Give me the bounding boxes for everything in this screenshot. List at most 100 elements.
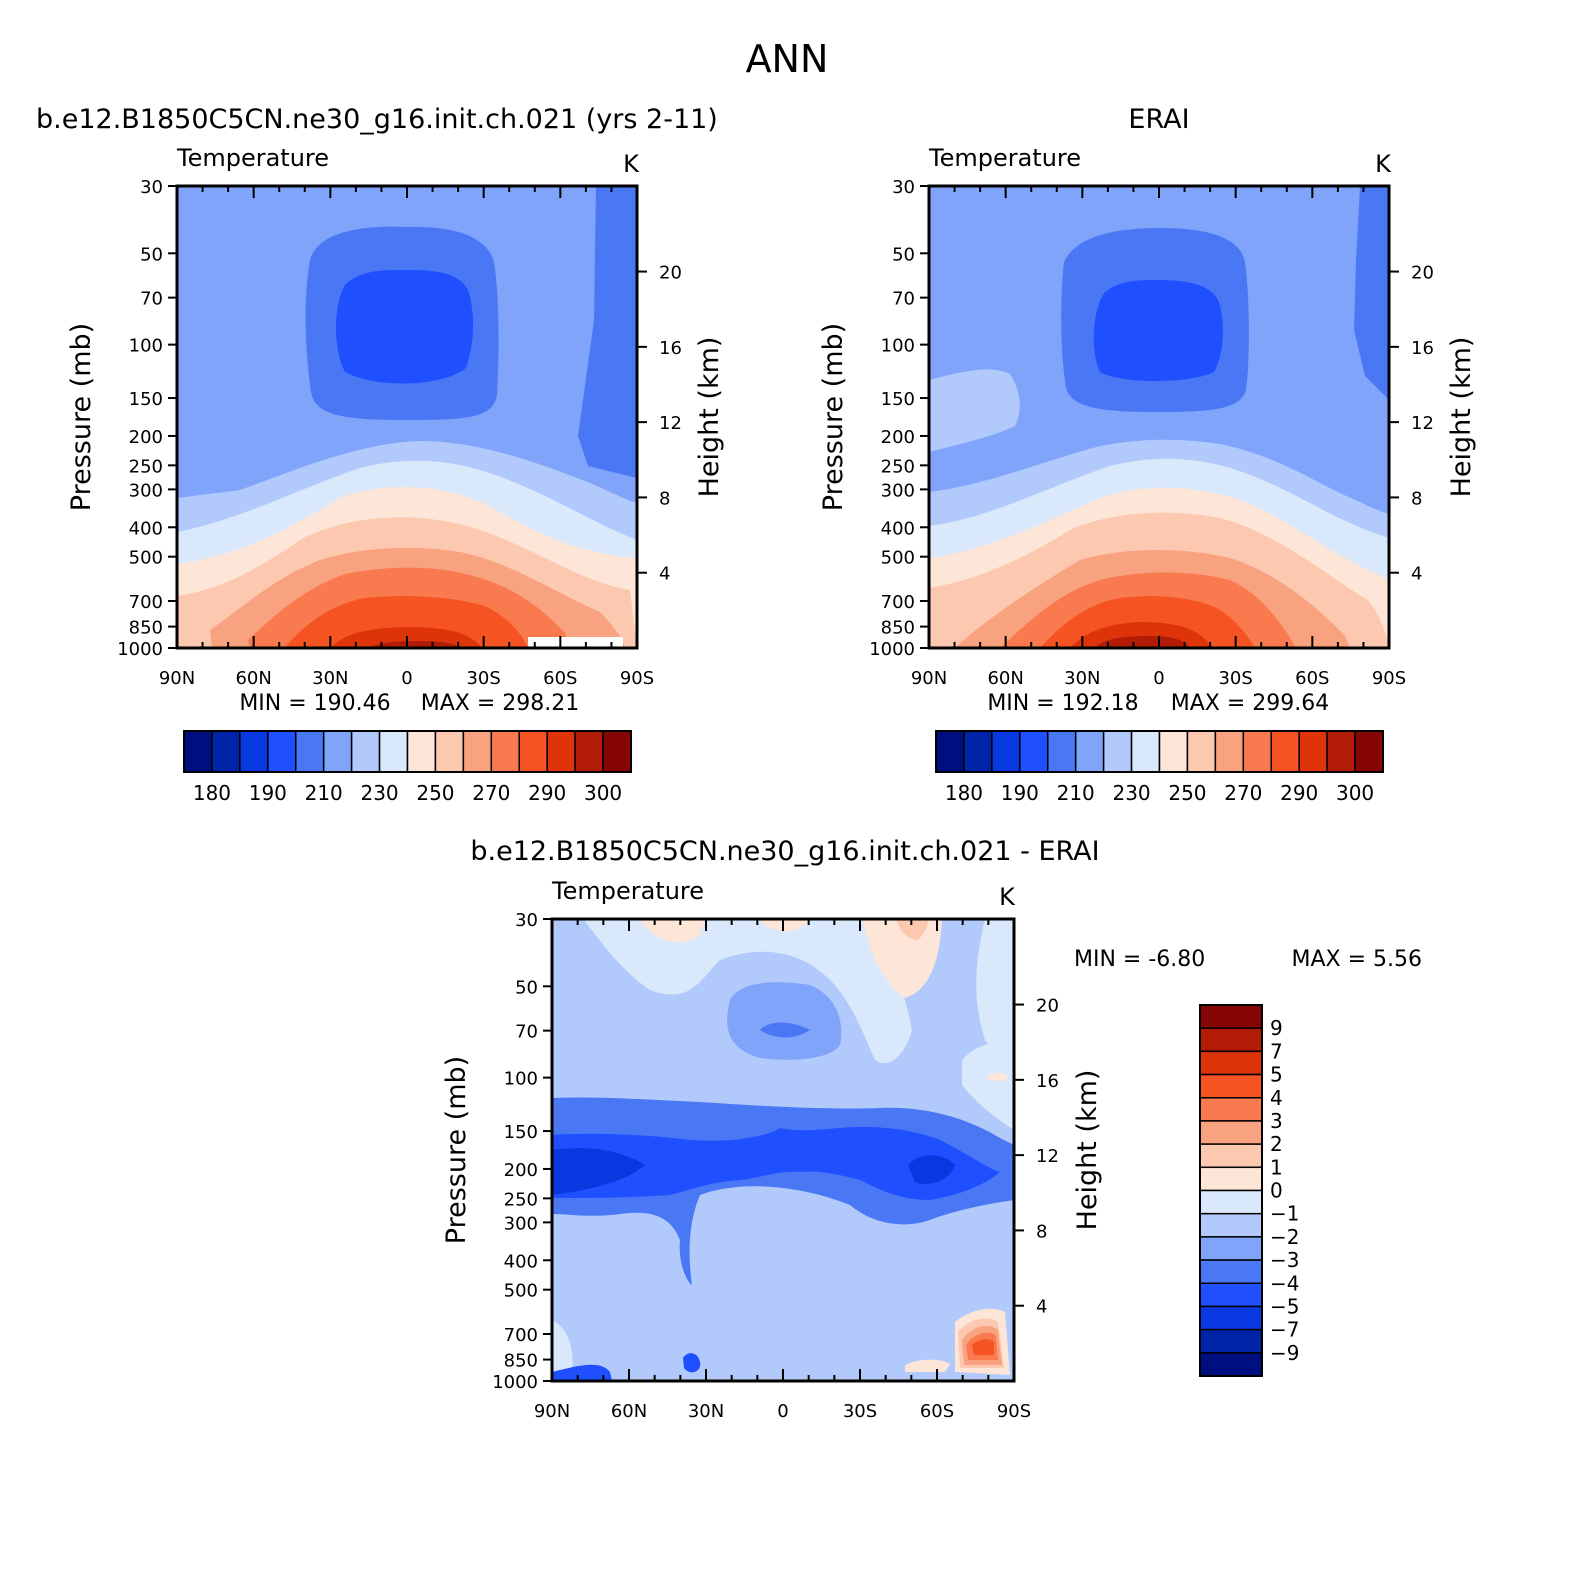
- colorbar-label: −4: [1270, 1271, 1299, 1295]
- colorbar-swatch: [434, 730, 465, 773]
- panel-model-max: MAX = 298.21: [421, 691, 580, 716]
- panel-obs-units: K: [1375, 150, 1392, 178]
- pressure-tick-label: 500: [881, 548, 915, 569]
- contour-fill: [583, 919, 1014, 1090]
- colorbar-swatch: [991, 730, 1021, 773]
- pressure-tick-label: 400: [881, 518, 915, 539]
- contour-fill: [1093, 280, 1223, 381]
- height-tick-label: 20: [1411, 263, 1434, 284]
- colorbar-label: 3: [1270, 1109, 1283, 1133]
- latitude-tick-label: 30N: [1064, 668, 1100, 689]
- colorbar-swatch: [462, 730, 493, 773]
- plot-frame: [550, 917, 1016, 1383]
- pressure-tick-label: 1000: [117, 639, 163, 660]
- contour-fill: [552, 1126, 1000, 1200]
- latitude-tick-label: 60N: [987, 668, 1023, 689]
- pressure-tick-label: 150: [881, 389, 915, 410]
- contour-fill: [760, 1022, 810, 1038]
- colorbar-swatch: [211, 730, 241, 773]
- colorbar-swatch: [1199, 1050, 1263, 1076]
- pressure-tick-label: 70: [140, 289, 163, 310]
- colorbar-swatch: [1199, 1352, 1263, 1377]
- height-tick-label: 12: [1411, 413, 1434, 434]
- panel-model-subtitle: Temperature: [176, 144, 329, 172]
- colorbar-swatch: [1199, 1120, 1263, 1145]
- colorbar-swatch: [350, 730, 381, 773]
- colorbar-swatch: [1199, 1143, 1263, 1169]
- pressure-tick-label: 150: [129, 389, 163, 410]
- colorbar-swatch: [1199, 1027, 1263, 1053]
- colorbar-swatch: [1047, 730, 1077, 773]
- colorbar-swatch: [1199, 1212, 1263, 1238]
- pressure-tick-label: 50: [515, 977, 538, 998]
- pressure-tick-label: 30: [515, 910, 538, 931]
- colorbar-swatch: [1158, 730, 1189, 773]
- latitude-tick-label: 90S: [997, 1401, 1031, 1422]
- contour-fill: [862, 919, 942, 998]
- pressure-tick-label: 200: [504, 1160, 538, 1181]
- colorbar-label: 2: [1270, 1132, 1283, 1156]
- panel-diff-ylabel-right: Height (km): [1072, 1070, 1103, 1231]
- panel-diff-title: b.e12.B1850C5CN.ne30_g16.init.ch.021 - E…: [470, 836, 1099, 867]
- pressure-tick-label: 50: [140, 244, 163, 265]
- colorbar-label: −1: [1270, 1202, 1299, 1226]
- panel-model-ylabel-right: Height (km): [694, 337, 725, 498]
- panel-model-title: b.e12.B1850C5CN.ne30_g16.init.ch.021 (yr…: [36, 104, 718, 135]
- height-tick-label: 4: [659, 564, 670, 585]
- pressure-tick-label: 1000: [869, 639, 915, 660]
- panel-diff-max: MAX = 5.56: [1291, 947, 1422, 972]
- colorbar-swatch: [183, 730, 213, 773]
- latitude-tick-label: 0: [1153, 668, 1164, 689]
- colorbar-label: 5: [1270, 1063, 1283, 1087]
- panel-model-contours: [177, 186, 637, 648]
- contour-fill: [896, 919, 928, 940]
- colorbar-swatch: [1130, 730, 1161, 773]
- pressure-tick-label: 150: [504, 1122, 538, 1143]
- colorbar-label: 300: [584, 781, 622, 805]
- colorbar-label: 1: [1270, 1155, 1283, 1179]
- colorbar-swatch: [602, 730, 632, 773]
- pressure-tick-label: 500: [129, 548, 163, 569]
- contour-fill: [552, 1148, 645, 1195]
- panel-diff-contours: [552, 919, 1014, 1381]
- contour-fill: [1094, 636, 1190, 648]
- pressure-tick-label: 700: [129, 592, 163, 613]
- page-title: ANN: [746, 37, 829, 81]
- pressure-tick-label: 850: [129, 618, 163, 639]
- colorbar-label: 190: [249, 781, 287, 805]
- latitude-tick-label: 30S: [1218, 668, 1252, 689]
- colorbar-label: 230: [1112, 781, 1150, 805]
- colorbar-frame: [183, 730, 632, 773]
- contour-fill: [972, 1339, 994, 1355]
- colorbar-swatch: [1102, 730, 1133, 773]
- pressure-tick-label: 500: [504, 1281, 538, 1302]
- pressure-tick-label: 850: [504, 1351, 538, 1372]
- colorbar-label: 0: [1270, 1179, 1283, 1203]
- pressure-tick-label: 400: [504, 1251, 538, 1272]
- panel-diff-min: MIN = -6.80: [1074, 947, 1205, 972]
- panel-model-ylabel: Pressure (mb): [66, 323, 97, 511]
- colorbar-swatch: [378, 730, 409, 773]
- pressure-tick-label: 250: [881, 456, 915, 477]
- latitude-tick-label: 90S: [1372, 668, 1406, 689]
- panel-obs-ylabel: Pressure (mb): [818, 323, 849, 511]
- contour-fill: [740, 1268, 829, 1330]
- colorbar-swatch: [1199, 1166, 1263, 1192]
- pressure-tick-label: 250: [129, 456, 163, 477]
- colorbar-swatch: [546, 730, 576, 773]
- pressure-tick-label: 400: [129, 518, 163, 539]
- panel-diff-subtitle: Temperature: [551, 877, 704, 905]
- colorbar-swatch: [1199, 1259, 1263, 1284]
- pressure-tick-label: 700: [881, 592, 915, 613]
- latitude-tick-label: 90S: [620, 668, 654, 689]
- latitude-tick-label: 30N: [688, 1401, 724, 1422]
- contour-fill: [740, 1345, 955, 1381]
- colorbar-swatch: [1199, 1189, 1263, 1215]
- panel-obs-title: ERAI: [1128, 104, 1189, 135]
- colorbar-label: 290: [528, 781, 566, 805]
- latitude-tick-label: 0: [401, 668, 412, 689]
- contour-fill: [552, 1230, 665, 1381]
- latitude-tick-label: 90N: [534, 1401, 570, 1422]
- colorbar-swatch: [1199, 1328, 1263, 1354]
